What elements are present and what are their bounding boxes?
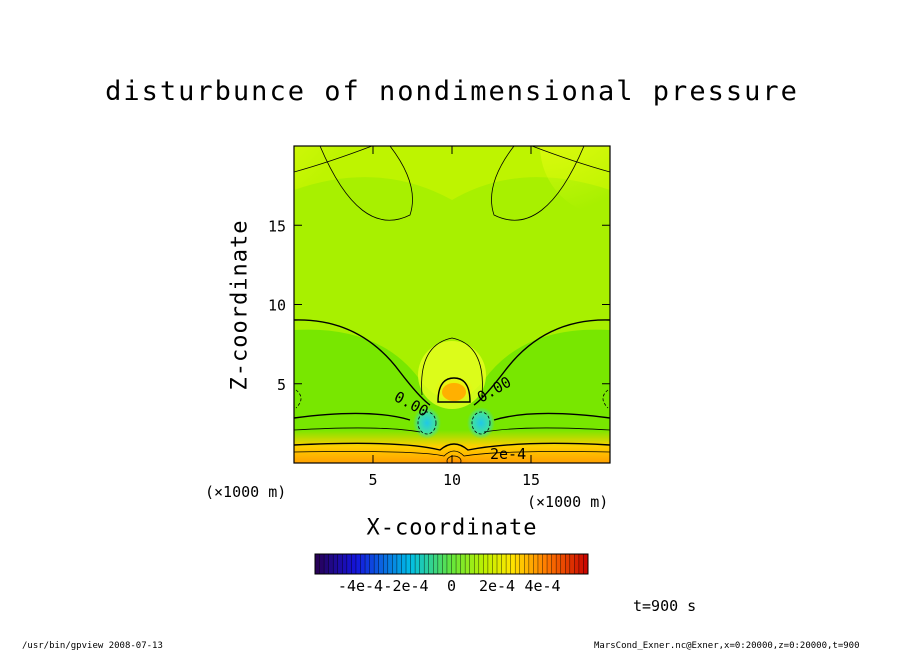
colorbar-cell [415, 554, 420, 574]
colorbar-cell [506, 554, 511, 574]
colorbar-cell [406, 554, 411, 574]
colorbar-cell [433, 554, 439, 574]
colorbar-cell [469, 554, 475, 574]
x-ticks: 5 10 15 [368, 146, 540, 489]
footer-source: MarsCond_Exner.nc@Exner,x=0:20000,z=0:20… [594, 641, 860, 651]
colorbar-cell [365, 554, 370, 574]
colorbar-cell [565, 554, 571, 574]
colorbar-cell [401, 554, 407, 574]
colorbar-cell [510, 554, 516, 574]
colorbar-cell [346, 554, 352, 574]
colorbar-cell [578, 554, 584, 574]
colorbar-cell [528, 554, 534, 574]
colorbar-cell [537, 554, 543, 574]
colorbar-cell [360, 554, 366, 574]
colorbar-tick-label: 2e-4 [479, 577, 515, 595]
colorbar-cell [524, 554, 530, 574]
colorbar-cell [446, 554, 452, 574]
y-tick-label: 10 [268, 297, 286, 315]
colorbar-cell [442, 554, 448, 574]
colorbar-cell [497, 554, 502, 574]
colorbar-cell [569, 554, 575, 574]
colorbar-cell [533, 554, 539, 574]
colorbar-cell [410, 554, 416, 574]
colorbar-tick-label: 4e-4 [524, 577, 560, 595]
x-axis-unit: (×1000 m) [527, 493, 609, 511]
colorbar-cell [324, 554, 329, 574]
colorbar-cell [483, 554, 489, 574]
colorbar-cell [478, 554, 484, 574]
y-axis-unit: (×1000 m) [205, 483, 287, 501]
colorbar-cell [428, 554, 434, 574]
colorbar-cell [315, 554, 320, 574]
colorbar-cell [515, 554, 521, 574]
colorbar-cell [333, 554, 339, 574]
colorbar-tick-label: -2e-4 [383, 577, 428, 595]
colorbar-cell [374, 554, 379, 574]
contour-label-bottom: 2e-4 [490, 445, 526, 463]
colorbar-cell [574, 554, 580, 574]
colorbar-cell [556, 554, 561, 574]
x-tick-label: 5 [368, 471, 377, 489]
colorbar-tick-label: 0 [447, 577, 456, 595]
colorbar-cell [351, 554, 357, 574]
colorbar-cell [396, 554, 402, 574]
colorbar-cell [387, 554, 393, 574]
footer-program: /usr/bin/gpview 2008-07-13 [22, 641, 163, 651]
colorbar-cell [451, 554, 457, 574]
colorbar-cell [424, 554, 430, 574]
colorbar-cell [492, 554, 498, 574]
colorbar-cell [501, 554, 507, 574]
x-axis-label: X-coordinate [366, 515, 538, 541]
colorbar-cell [342, 554, 348, 574]
colorbar-cell [474, 554, 480, 574]
colorbar-cell [337, 554, 343, 574]
colorbar-cell [383, 554, 389, 574]
colorbar-ticks: -4e-4 -2e-4 0 2e-4 4e-4 [338, 577, 561, 595]
colorbar-cell [419, 554, 425, 574]
colorbar-cell [547, 554, 552, 574]
x-tick-label: 15 [522, 471, 540, 489]
colorbar-cell [378, 554, 384, 574]
y-ticks: 5 10 15 [268, 217, 610, 394]
colorbar [314, 554, 589, 574]
colorbar-cell [328, 554, 334, 574]
colorbar-cell [456, 554, 461, 574]
colorbar-cell [542, 554, 548, 574]
colorbar-tick-label: -4e-4 [338, 577, 383, 595]
colorbar-cell [560, 554, 566, 574]
colorbar-cell [319, 554, 325, 574]
colorbar-cell [519, 554, 525, 574]
colorbar-cell [487, 554, 493, 574]
colorbar-cell [460, 554, 466, 574]
x-tick-label: 10 [443, 471, 461, 489]
colorbar-cell [465, 554, 470, 574]
y-tick-label: 5 [277, 376, 286, 394]
time-label: t=900 s [633, 597, 697, 615]
colorbar-frame [314, 553, 589, 575]
colorbar-cell [392, 554, 398, 574]
colorbar-cell [437, 554, 443, 574]
colorbar-cell [551, 554, 557, 574]
y-axis-label: Z-coordinate [227, 219, 253, 391]
colorbar-cell [369, 554, 375, 574]
colorbar-cell [355, 554, 361, 574]
heatmap-field [294, 146, 610, 463]
chart-title: disturbunce of nondimensional pressure [105, 76, 799, 107]
colorbar-cell [583, 554, 589, 574]
y-tick-label: 15 [268, 217, 286, 235]
